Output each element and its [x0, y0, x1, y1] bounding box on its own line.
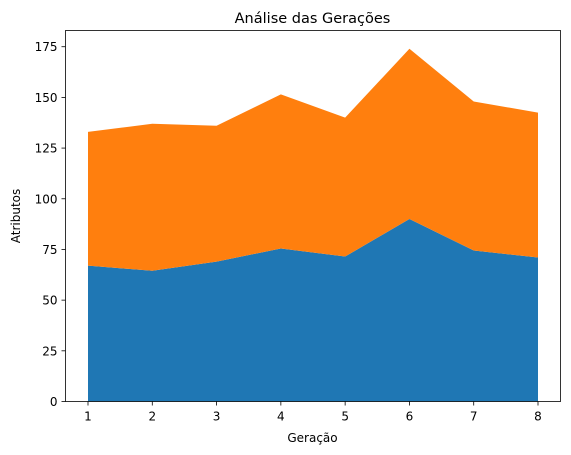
x-tick-label: 8	[534, 410, 542, 424]
y-tick-label: 150	[35, 91, 58, 105]
y-tick-label: 125	[35, 142, 58, 156]
y-tick-label: 50	[42, 294, 57, 308]
x-tick-label: 4	[277, 410, 285, 424]
y-tick-label: 100	[35, 192, 58, 206]
y-tick-label: 175	[35, 40, 58, 54]
x-tick-label: 3	[213, 410, 221, 424]
area-series-1	[88, 219, 538, 402]
y-axis: 0 25 50 75 100 125 150 175	[35, 40, 66, 409]
chart-title: Análise das Gerações	[235, 11, 391, 27]
area-series-2	[88, 48, 538, 271]
y-tick-label: 0	[50, 395, 58, 409]
y-tick-label: 25	[42, 344, 57, 358]
x-tick-label: 7	[470, 410, 478, 424]
plot-frame	[65, 30, 561, 402]
y-tick-label: 75	[42, 243, 57, 257]
y-axis-title: Atributos	[9, 189, 23, 244]
x-tick-label: 2	[148, 410, 156, 424]
x-axis: 1 2 3 4 5 6 7 8	[84, 401, 542, 424]
x-axis-title: Geração	[287, 431, 337, 445]
areas-layer	[88, 48, 538, 402]
x-tick-label: 6	[406, 410, 414, 424]
x-tick-label: 1	[84, 410, 92, 424]
x-tick-label: 5	[341, 410, 349, 424]
